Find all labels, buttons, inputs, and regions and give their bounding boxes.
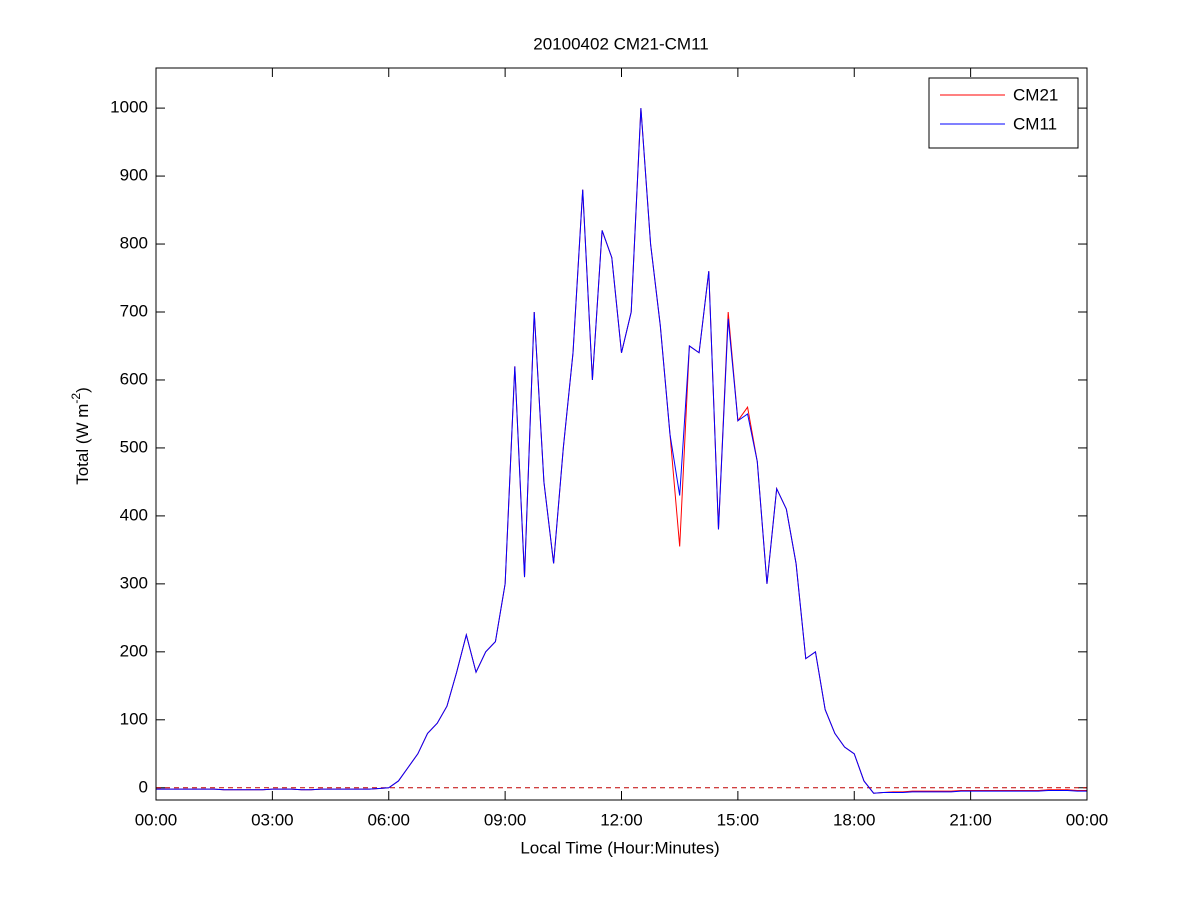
- y-label-suffix: ): [73, 387, 92, 393]
- y-tick-label: 300: [120, 573, 148, 592]
- x-axis-label: Local Time (Hour:Minutes): [520, 838, 719, 857]
- y-tick-label: 700: [120, 301, 148, 320]
- x-tick-label: 00:00: [1066, 810, 1109, 829]
- x-tick-label: 09:00: [484, 810, 527, 829]
- data-line: [156, 108, 1087, 794]
- x-tick-label: 06:00: [367, 810, 410, 829]
- y-label-superscript: -2: [69, 393, 83, 404]
- y-tick-label: 500: [120, 437, 148, 456]
- y-tick-label: 400: [120, 505, 148, 524]
- y-tick-label: 900: [120, 166, 148, 185]
- x-tick-label: 15:00: [717, 810, 760, 829]
- x-tick-label: 21:00: [949, 810, 992, 829]
- legend-label: CM21: [1013, 85, 1058, 104]
- y-axis-label: Total (W m-2): [69, 387, 92, 485]
- y-tick-label: 200: [120, 641, 148, 660]
- legend-label: CM11: [1013, 114, 1057, 133]
- legend-box: [928, 77, 1079, 149]
- plot-frame: [155, 67, 1088, 801]
- y-label-text: Total (W m: [73, 404, 92, 485]
- x-tick-label: 00:00: [135, 810, 178, 829]
- chart-title: 20100402 CM21-CM11: [533, 34, 708, 53]
- y-tick-label: 600: [120, 369, 148, 388]
- x-tick-label: 12:00: [600, 810, 643, 829]
- y-tick-label: 800: [120, 234, 148, 253]
- y-tick-label: 100: [120, 709, 148, 728]
- y-tick-label: 0: [139, 777, 148, 796]
- x-tick-label: 18:00: [833, 810, 876, 829]
- x-tick-label: 03:00: [251, 810, 294, 829]
- y-tick-label: 1000: [110, 98, 148, 117]
